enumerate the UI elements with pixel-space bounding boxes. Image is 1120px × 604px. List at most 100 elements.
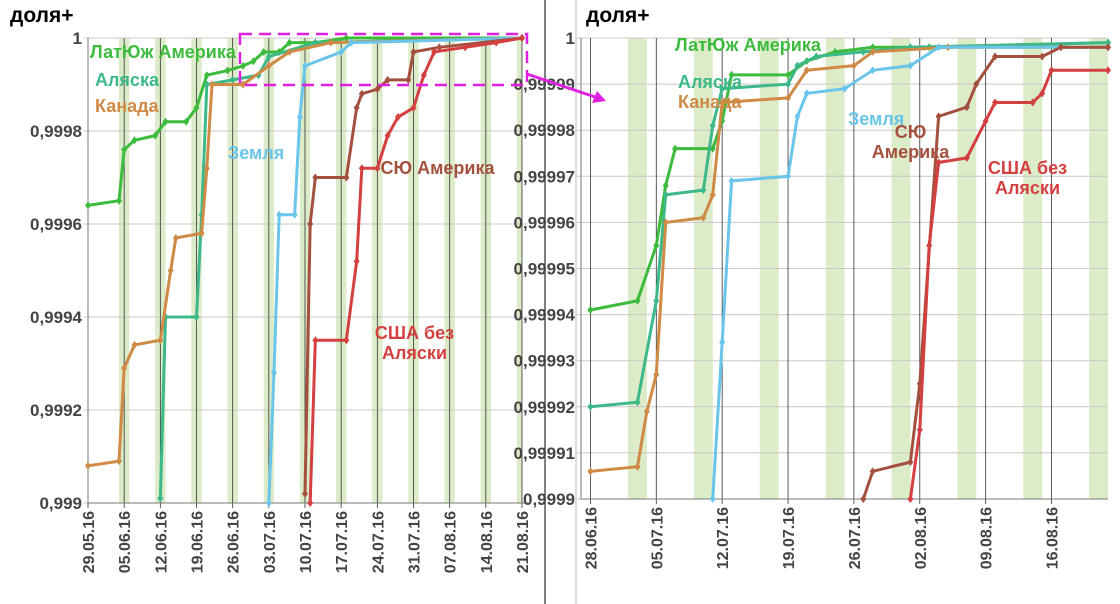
marker — [203, 164, 210, 173]
marker — [167, 266, 174, 275]
series-label: Канада — [95, 96, 159, 116]
x-tick-label: 14.08.16 — [479, 511, 496, 573]
x-tick-label: 26.07.16 — [847, 507, 864, 569]
marker — [935, 158, 942, 167]
marker — [653, 241, 660, 250]
marker — [785, 80, 792, 89]
marker — [296, 113, 303, 122]
marker — [963, 103, 970, 112]
x-tick-label: 26.06.16 — [226, 511, 243, 573]
zoom-arrowhead — [592, 91, 606, 103]
x-tick-label: 10.07.16 — [298, 511, 315, 573]
y-tick-label: 0,9998 — [30, 122, 82, 141]
y-tick-label: 0,9996 — [30, 215, 82, 234]
marker — [728, 70, 735, 79]
marker — [709, 144, 716, 153]
marker — [1057, 43, 1064, 52]
x-tick-label: 12.06.16 — [153, 511, 170, 573]
marker — [162, 117, 169, 126]
marker — [193, 103, 200, 112]
marker — [653, 370, 660, 379]
marker — [587, 467, 594, 476]
x-tick-label: 05.07.16 — [649, 507, 666, 569]
series-label: США без Аляски — [374, 323, 455, 363]
marker — [260, 47, 267, 56]
marker — [116, 457, 122, 466]
marker — [224, 66, 231, 75]
y-axis-label: доля+ — [586, 4, 650, 27]
marker — [493, 38, 500, 47]
marker — [307, 499, 314, 507]
series-line — [158, 36, 523, 499]
chart: доля+ 0,999 0,9992 0,9994 0,9996 0,9998 1 29.05… — [10, 4, 532, 573]
y-tick-label: 0,99991 — [514, 444, 575, 463]
marker — [338, 47, 345, 56]
marker — [785, 70, 792, 79]
marker — [420, 71, 427, 80]
marker — [276, 210, 283, 219]
marker — [353, 257, 360, 266]
series-label: Земля — [848, 109, 905, 129]
marker — [587, 305, 594, 314]
marker — [384, 75, 391, 84]
marker — [374, 85, 381, 94]
y-tick-label: 1 — [73, 29, 82, 48]
marker — [963, 153, 970, 162]
y-axis-label: доля+ — [10, 4, 74, 27]
marker — [265, 61, 272, 70]
x-tick-label: 05.06.16 — [117, 511, 134, 573]
x-tick-label: 31.07.16 — [407, 511, 424, 573]
marker — [719, 98, 726, 107]
x-tick-label: 21.08.16 — [515, 511, 532, 573]
marker — [916, 425, 923, 434]
marker — [992, 52, 999, 61]
marker — [860, 495, 867, 503]
marker — [813, 52, 820, 61]
marker — [869, 47, 876, 56]
marker — [794, 61, 801, 70]
y-tick-label: 0,99992 — [514, 398, 575, 417]
y-tick-label: 0,99999 — [514, 75, 575, 94]
marker — [240, 80, 246, 89]
marker — [634, 296, 641, 305]
marker — [131, 136, 138, 145]
y-tick-label: 0,99994 — [514, 306, 576, 325]
x-tick-label: 02.08.16 — [913, 507, 930, 569]
marker — [157, 336, 164, 345]
marker — [374, 164, 381, 173]
marker — [794, 112, 801, 121]
marker — [992, 98, 999, 107]
marker — [728, 176, 735, 185]
y-tick-label: 0,99998 — [514, 121, 575, 140]
marker — [662, 181, 669, 190]
marker — [203, 80, 210, 89]
marker — [672, 144, 679, 153]
marker — [131, 340, 138, 349]
series-line — [590, 45, 1108, 473]
marker — [907, 495, 914, 503]
marker — [907, 458, 914, 467]
marker — [436, 43, 443, 52]
marker — [869, 467, 876, 476]
marker — [709, 190, 716, 199]
marker — [203, 71, 210, 80]
marker — [850, 61, 857, 70]
x-tick-label: 03.07.16 — [262, 511, 279, 573]
marker — [348, 38, 355, 47]
marker — [926, 241, 933, 250]
marker — [121, 145, 128, 154]
marker — [265, 499, 272, 507]
marker — [209, 80, 215, 89]
marker — [198, 229, 205, 238]
y-tick-label: 0,99997 — [514, 167, 575, 186]
series-label: Земля — [228, 143, 285, 163]
zoom-arrow — [526, 72, 599, 100]
marker — [312, 173, 319, 182]
marker — [869, 66, 876, 75]
x-tick-label: 19.06.16 — [190, 511, 207, 573]
marker — [302, 61, 308, 70]
marker — [286, 47, 293, 56]
series-label: Аляска — [95, 70, 159, 90]
marker — [907, 61, 914, 70]
y-tick-label: 0,99993 — [514, 352, 575, 371]
